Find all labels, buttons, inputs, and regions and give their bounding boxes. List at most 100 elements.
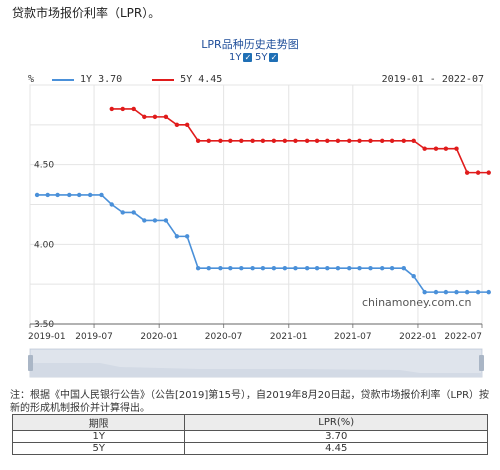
data-point[interactable]	[120, 210, 125, 215]
data-point[interactable]	[293, 266, 298, 271]
data-point[interactable]	[422, 289, 427, 295]
data-point[interactable]	[314, 266, 320, 271]
data-point[interactable]	[379, 138, 385, 143]
data-point[interactable]	[228, 138, 233, 143]
data-point[interactable]	[163, 114, 169, 120]
data-point[interactable]	[454, 289, 459, 295]
data-point[interactable]	[239, 266, 244, 271]
data-point[interactable]	[152, 218, 158, 223]
data-point[interactable]	[260, 138, 266, 143]
data-point[interactable]	[401, 138, 406, 143]
data-point[interactable]	[325, 138, 330, 143]
data-point[interactable]	[411, 274, 416, 279]
data-point[interactable]	[325, 266, 330, 271]
data-point[interactable]	[454, 146, 459, 151]
data-point[interactable]	[401, 266, 406, 271]
table-header-lpr: LPR(%)	[184, 414, 488, 431]
data-point[interactable]	[239, 138, 244, 143]
series-line-1y	[37, 194, 489, 293]
data-point[interactable]	[218, 266, 223, 271]
data-point[interactable]	[250, 138, 255, 143]
legend-swatch-5y	[152, 78, 175, 81]
data-point[interactable]	[271, 266, 277, 271]
range-slider[interactable]	[28, 348, 484, 378]
table-header-row: 期限 LPR(%)	[11, 414, 488, 431]
data-point[interactable]	[174, 122, 180, 128]
data-point[interactable]	[109, 106, 114, 112]
data-point[interactable]	[347, 138, 352, 143]
toggle-5y[interactable]: 5Y ✓	[255, 52, 279, 63]
data-point[interactable]	[99, 192, 104, 198]
checkbox-checked-icon[interactable]: ✓	[269, 53, 279, 62]
data-point[interactable]	[357, 266, 362, 271]
data-point[interactable]	[184, 122, 190, 128]
lpr-table: 期限 LPR(%) 1Y 3.70 5Y 4.45	[11, 414, 488, 455]
page-heading: 贷款市场报价利率（LPR）。	[12, 6, 161, 20]
data-point[interactable]	[282, 266, 288, 271]
data-point[interactable]	[422, 146, 427, 151]
data-point[interactable]	[152, 114, 158, 120]
data-point[interactable]	[304, 266, 310, 271]
data-point[interactable]	[271, 138, 277, 143]
data-point[interactable]	[475, 170, 481, 175]
data-point[interactable]	[347, 266, 352, 271]
date-range-label: 2019-01 - 2022-07	[381, 74, 484, 85]
data-point[interactable]	[174, 234, 180, 239]
data-point[interactable]	[55, 192, 60, 198]
data-point[interactable]	[120, 106, 125, 112]
data-point[interactable]	[228, 266, 233, 271]
data-point[interactable]	[443, 289, 449, 295]
data-point[interactable]	[464, 170, 470, 175]
data-point[interactable]	[335, 266, 341, 271]
slider-handle-right[interactable]	[479, 355, 484, 371]
data-point[interactable]	[464, 289, 470, 295]
data-point[interactable]	[389, 138, 395, 143]
data-point[interactable]	[184, 234, 190, 239]
data-point[interactable]	[433, 146, 439, 151]
data-point[interactable]	[67, 192, 72, 198]
data-point[interactable]	[379, 266, 385, 271]
slider-selection[interactable]	[30, 349, 482, 377]
data-point[interactable]	[443, 146, 449, 151]
data-point[interactable]	[76, 192, 82, 198]
data-point[interactable]	[411, 138, 416, 143]
data-point[interactable]	[389, 266, 395, 271]
series-1y	[34, 192, 491, 295]
data-point[interactable]	[433, 289, 439, 295]
data-point[interactable]	[109, 202, 114, 207]
data-point[interactable]	[195, 138, 201, 143]
legend-value-1y: 3.70	[98, 74, 123, 85]
data-point[interactable]	[282, 138, 288, 143]
legend-value-5y: 4.45	[198, 74, 223, 85]
data-point[interactable]	[486, 170, 491, 175]
data-point[interactable]	[250, 266, 255, 271]
data-point[interactable]	[368, 138, 373, 143]
data-point[interactable]	[335, 138, 341, 143]
data-point[interactable]	[486, 289, 491, 295]
legend-name-1y[interactable]: 1Y	[80, 74, 93, 85]
data-point[interactable]	[142, 218, 147, 223]
data-point[interactable]	[218, 138, 223, 143]
data-point[interactable]	[131, 210, 136, 215]
data-point[interactable]	[195, 266, 201, 271]
data-point[interactable]	[87, 192, 93, 198]
data-point[interactable]	[142, 114, 147, 120]
data-point[interactable]	[304, 138, 310, 143]
data-point[interactable]	[206, 266, 211, 271]
slider-handle-left[interactable]	[28, 355, 33, 371]
data-point[interactable]	[260, 266, 266, 271]
data-point[interactable]	[163, 218, 169, 223]
data-point[interactable]	[131, 106, 136, 112]
data-point[interactable]	[45, 192, 50, 198]
data-point[interactable]	[206, 138, 211, 143]
data-point[interactable]	[293, 138, 298, 143]
legend-name-5y[interactable]: 5Y	[180, 74, 193, 85]
data-point[interactable]	[475, 289, 481, 295]
data-point[interactable]	[368, 266, 373, 271]
data-point[interactable]	[314, 138, 320, 143]
series	[34, 106, 491, 295]
checkbox-checked-icon[interactable]: ✓	[243, 53, 253, 62]
toggle-1y[interactable]: 1Y ✓	[229, 52, 253, 63]
data-point[interactable]	[357, 138, 362, 143]
data-point[interactable]	[34, 192, 40, 198]
